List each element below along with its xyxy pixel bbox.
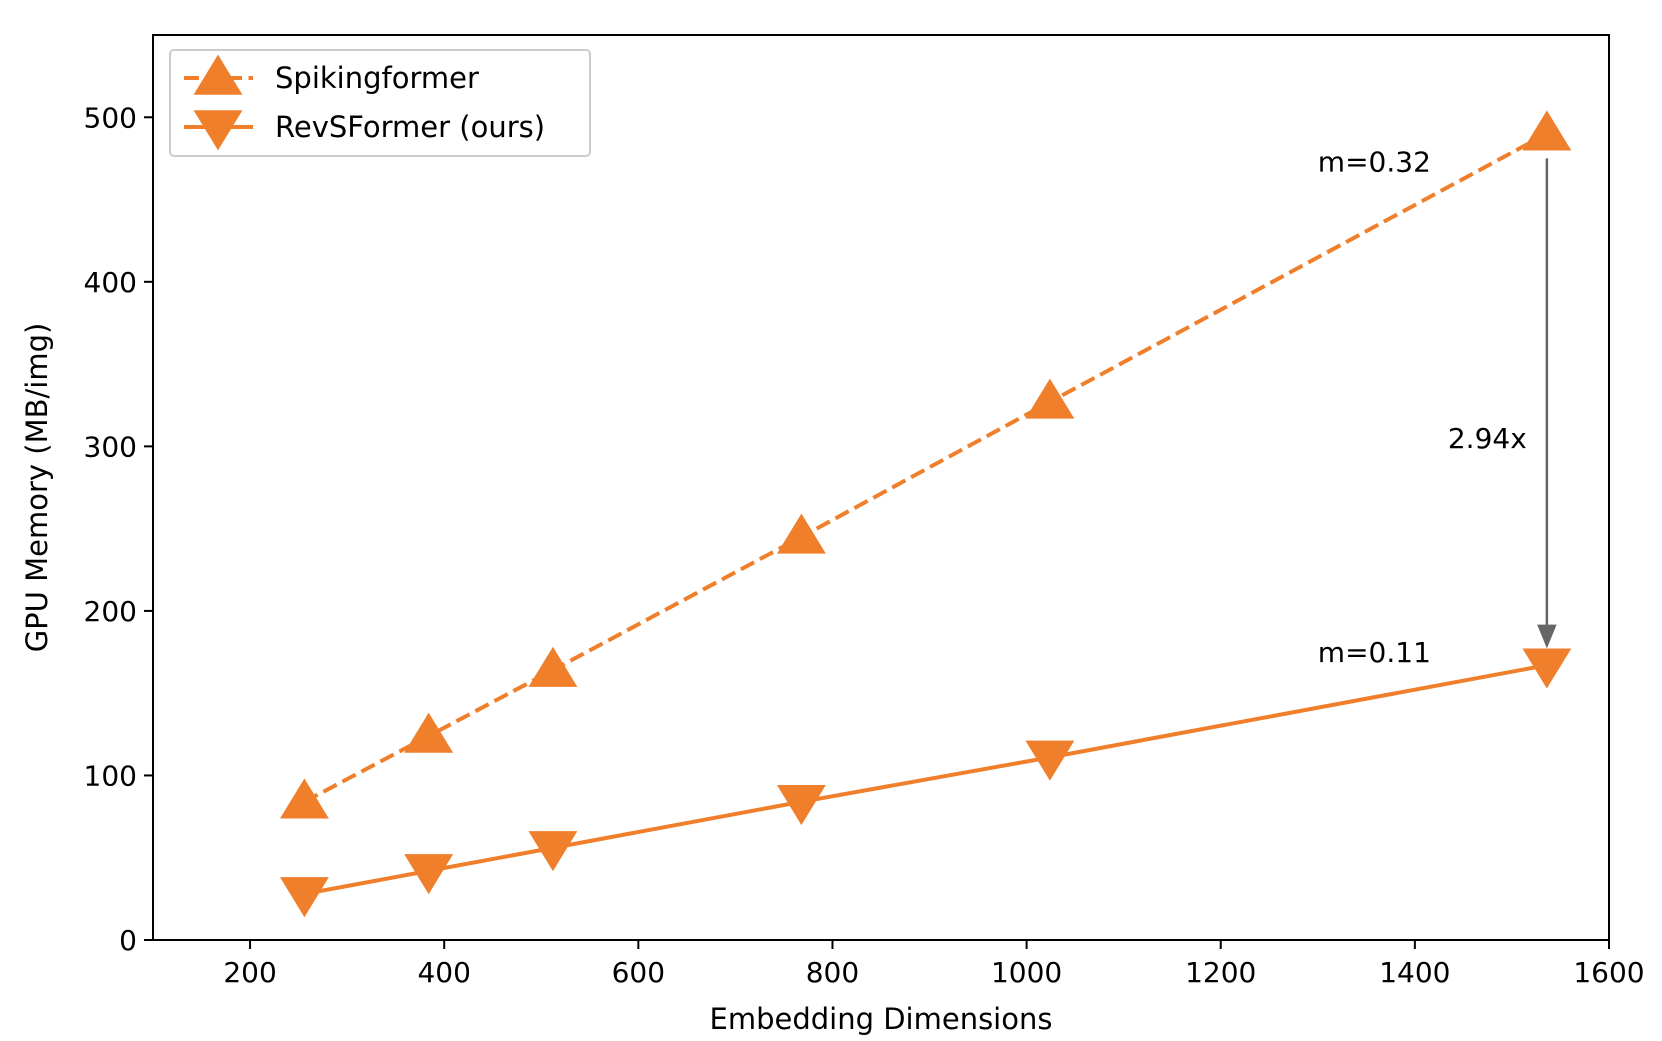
- data-point: [279, 778, 329, 819]
- series-spikingformer: [279, 110, 1572, 819]
- legend-label: Spikingformer: [275, 61, 479, 95]
- data-point: [1025, 378, 1075, 419]
- data-point: [1522, 110, 1572, 151]
- annotation-label: m=0.32: [1318, 146, 1431, 179]
- legend-entry: Spikingformer: [184, 54, 479, 95]
- x-tick-label: 1000: [991, 956, 1062, 989]
- y-axis-label: GPU Memory (MB/img): [20, 323, 54, 653]
- data-point: [776, 785, 826, 826]
- x-tick-label: 400: [417, 956, 470, 989]
- series-revsformer: [279, 648, 1572, 918]
- annotation-label: m=0.11: [1318, 636, 1431, 669]
- y-tick-label: 500: [84, 101, 137, 134]
- x-tick-label: 200: [223, 956, 276, 989]
- x-tick-label: 1400: [1379, 956, 1450, 989]
- series-layer: [279, 110, 1572, 918]
- x-tick-label: 600: [612, 956, 665, 989]
- x-tick-label: 1200: [1185, 956, 1256, 989]
- y-tick-label: 200: [84, 595, 137, 628]
- y-tick-label: 300: [84, 430, 137, 463]
- legend: Spikingformer RevSFormer (ours): [169, 49, 591, 157]
- legend-entry: RevSFormer (ours): [184, 110, 545, 151]
- data-point: [1522, 648, 1572, 689]
- y-tick-label: 100: [84, 759, 137, 792]
- data-point: [776, 513, 826, 554]
- x-axis-label: Embedding Dimensions: [710, 1002, 1053, 1036]
- ratio-arrow-head: [1537, 624, 1557, 649]
- y-tick-label: 400: [84, 266, 137, 299]
- y-axis: 0 100 200 300 400 500: [84, 101, 153, 957]
- legend-marker: [193, 54, 243, 95]
- data-point: [404, 854, 454, 895]
- x-tick-label: 800: [806, 956, 859, 989]
- legend-box: [169, 49, 591, 157]
- plot-area: [152, 34, 1610, 941]
- legend-label: RevSFormer (ours): [275, 110, 545, 144]
- data-point: [1025, 740, 1075, 781]
- annotation-label: 2.94x: [1448, 422, 1527, 455]
- data-point: [528, 831, 578, 872]
- annotation-layer: m=0.32 m=0.11 2.94x: [1318, 146, 1557, 669]
- data-point: [528, 646, 578, 687]
- data-point: [279, 877, 329, 918]
- x-tick-label: 1600: [1573, 956, 1644, 989]
- series-line: [304, 663, 1548, 896]
- y-tick-label: 0: [119, 924, 137, 957]
- legend-marker: [193, 110, 243, 151]
- x-axis: 200 400 600 800 1000 1200 1400 1600: [223, 940, 1645, 989]
- plot-frame: [152, 34, 1610, 941]
- data-point: [404, 712, 454, 753]
